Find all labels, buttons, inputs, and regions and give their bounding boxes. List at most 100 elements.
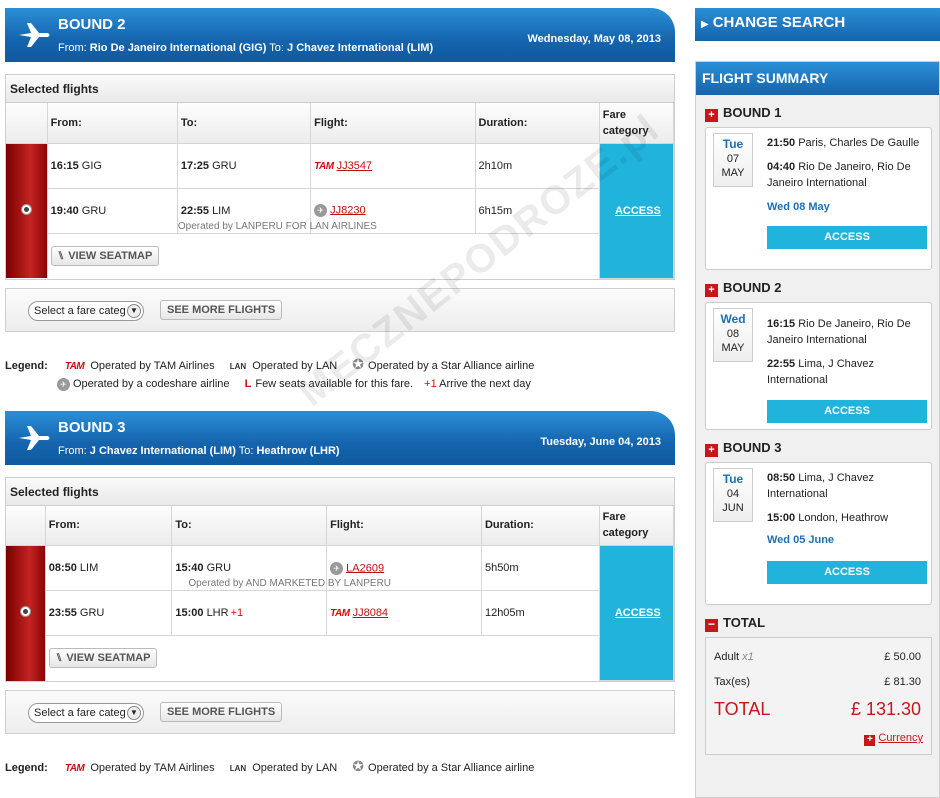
flights-table: From: To: Flight: Duration: Fare categor…: [6, 103, 675, 279]
arrival-info: 15:00 London, Heathrow: [767, 512, 889, 524]
col-to: To:: [177, 103, 312, 144]
flight-summary: FLIGHT SUMMARY + BOUND 1 Tue 07 MAY 21:50…: [695, 61, 940, 798]
from-cell: 23:55 GRU: [45, 590, 173, 636]
see-more-flights-button[interactable]: SEE MORE FLIGHTS: [160, 299, 283, 320]
flight-number-link[interactable]: JJ8084: [352, 607, 389, 619]
total-box: Adult x1 £ 50.00 Tax(es) £ 81.30 TOTAL £…: [705, 637, 932, 755]
legend-tam: TAM Operated by TAM Airlines: [64, 762, 215, 774]
seat-icon: L: [244, 377, 252, 390]
bound-route: From: J Chavez International (LIM) To: H…: [58, 445, 340, 457]
calendar-date: Tue 04 JUN: [713, 468, 753, 522]
to-label: To:: [269, 42, 284, 54]
legend: Legend: TAM Operated by TAM Airlines LAN…: [5, 758, 675, 780]
left-column: BOUND 2 From: Rio De Janeiro Internation…: [5, 8, 675, 780]
panel-title: Selected flights: [6, 75, 674, 103]
to-cell: 22:55 LIM Operated by LANPERU FOR LAN AI…: [177, 188, 377, 234]
view-seatmap-button[interactable]: ⑊ VIEW SEATMAP: [50, 245, 160, 266]
summary-bound-card: Wed 08 MAY 16:15 Rio De Janeiro, Rio De …: [705, 302, 932, 430]
fare-category-cell: ACCESS: [599, 545, 675, 681]
legend-label: Legend:: [5, 762, 48, 774]
view-seatmap-button[interactable]: ⑊ VIEW SEATMAP: [48, 648, 158, 669]
flight-select-cell[interactable]: [6, 143, 48, 278]
summary-bound-title[interactable]: + BOUND 1: [705, 105, 939, 123]
flight-number-link[interactable]: LA2609: [346, 561, 385, 574]
plane-icon: [19, 23, 50, 47]
seat-icon: ⑊: [55, 652, 63, 665]
col-duration: Duration:: [481, 505, 600, 546]
change-search-button[interactable]: ▶ CHANGE SEARCH: [695, 8, 940, 41]
duration-cell: 2h10m: [475, 143, 600, 189]
departure-info: 08:50 Lima, J Chavez International: [767, 472, 875, 500]
duration-cell: 12h05m: [481, 590, 600, 636]
flight-cell: ✈ LA2609: [326, 545, 482, 591]
flight-radio[interactable]: [20, 203, 32, 215]
col-duration: Duration:: [475, 103, 600, 144]
legend-next-day: +1 Arrive the next day: [424, 377, 531, 390]
summary-bound-title[interactable]: + BOUND 3: [705, 440, 939, 458]
legend-label: Legend:: [5, 359, 48, 372]
access-button[interactable]: ACCESS: [767, 400, 927, 423]
panel-title: Selected flights: [6, 477, 674, 506]
from-cell: 08:50 LIM: [45, 545, 173, 591]
tax-row: Tax(es) £ 81.30: [714, 676, 921, 688]
bound-date: Tuesday, June 04, 2013: [540, 435, 661, 448]
flight-number-link[interactable]: JJ3547: [336, 159, 373, 172]
bound-3-header: BOUND 3 From: J Chavez International (LI…: [5, 410, 675, 465]
access-fare-link[interactable]: ACCESS: [614, 204, 661, 217]
codeshare-icon: ✈: [57, 377, 70, 391]
currency-link[interactable]: + Currency: [864, 732, 923, 746]
minus-icon[interactable]: −: [705, 618, 718, 632]
fare-select-bar: Select a fare categ ▼ SEE MORE FLIGHTS: [5, 287, 675, 332]
legend-lan: LAN Operated by LAN: [229, 762, 338, 774]
plus-icon[interactable]: +: [705, 444, 718, 457]
seatmap-cell: ⑊ VIEW SEATMAP: [45, 635, 600, 681]
bound-date: Wednesday, May 08, 2013: [527, 33, 662, 45]
fare-category-select[interactable]: Select a fare categ ▼: [28, 703, 144, 723]
from-label: From:: [58, 42, 87, 54]
see-more-flights-button[interactable]: SEE MORE FLIGHTS: [160, 702, 283, 722]
flight-number-link[interactable]: JJ8230: [330, 204, 366, 217]
total-title[interactable]: − TOTAL: [705, 615, 939, 633]
arrival-date: Wed 08 May: [767, 201, 830, 213]
duration-cell: 5h50m: [481, 545, 600, 591]
departure-info: 16:15 Rio De Janeiro, Rio De Janeiro Int…: [767, 318, 911, 346]
fare-category-cell: ACCESS: [599, 143, 675, 279]
tam-logo-icon: TAM: [64, 360, 85, 372]
arrival-date: Wed 05 June: [767, 534, 835, 546]
table-row: 23:55 GRU 15:00 LHR +1 TAM JJ8084 12h05m: [6, 590, 674, 636]
plus-icon[interactable]: +: [705, 109, 718, 122]
summary-bound-card: Tue 04 JUN 08:50 Lima, J Chavez Internat…: [705, 462, 932, 605]
to-cell: 15:40 GRU Operated by AND MARKETED BY LA…: [171, 545, 391, 591]
access-button[interactable]: ACCESS: [767, 561, 927, 584]
bound-2-header: BOUND 2 From: Rio De Janeiro Internation…: [5, 8, 675, 62]
legend-seats: L Few seats available for this fare.: [244, 377, 414, 390]
bound-title: BOUND 2: [58, 16, 126, 33]
departure-info: 21:50 Paris, Charles De Gaulle: [767, 137, 920, 149]
from-airport: Rio De Janeiro International (GIG): [89, 42, 267, 54]
lan-logo-icon: LAN: [229, 764, 247, 773]
fare-category-select[interactable]: Select a fare categ ▼: [28, 300, 144, 321]
legend-star: ✪ Operated by a Star Alliance airline: [352, 355, 535, 372]
summary-bound-card: Tue 07 MAY 21:50 Paris, Charles De Gaull…: [705, 127, 932, 270]
summary-bound-title[interactable]: + BOUND 2: [705, 280, 939, 298]
flight-radio[interactable]: [19, 606, 31, 618]
flight-select-cell[interactable]: [6, 545, 46, 681]
access-fare-link[interactable]: ACCESS: [614, 607, 661, 619]
plus-icon[interactable]: +: [705, 284, 718, 297]
seatmap-cell: ⑊ VIEW SEATMAP: [47, 233, 600, 278]
flight-cell: TAM JJ3547: [310, 143, 476, 189]
next-day-marker: +1: [230, 607, 244, 619]
col-from: From:: [45, 505, 173, 546]
tam-logo-icon: TAM: [314, 160, 334, 172]
table-row: 08:50 LIM 15:40 GRU Operated by AND MARK…: [6, 545, 675, 681]
legend-lan: LAN Operated by LAN: [229, 359, 338, 372]
codeshare-icon: ✈: [314, 204, 328, 217]
duration-cell: 6h15m: [475, 188, 600, 234]
total-row: TOTAL £ 131.30: [714, 699, 921, 719]
from-cell: 19:40 GRU: [47, 188, 178, 234]
play-icon: ▶: [701, 19, 709, 30]
from-label: From:: [58, 444, 87, 457]
access-button[interactable]: ACCESS: [767, 226, 927, 249]
selected-flights-panel: Selected flights From: To: Flight: Durat…: [5, 476, 675, 682]
sidebar: ▶ CHANGE SEARCH FLIGHT SUMMARY + BOUND 1 T…: [695, 8, 940, 798]
